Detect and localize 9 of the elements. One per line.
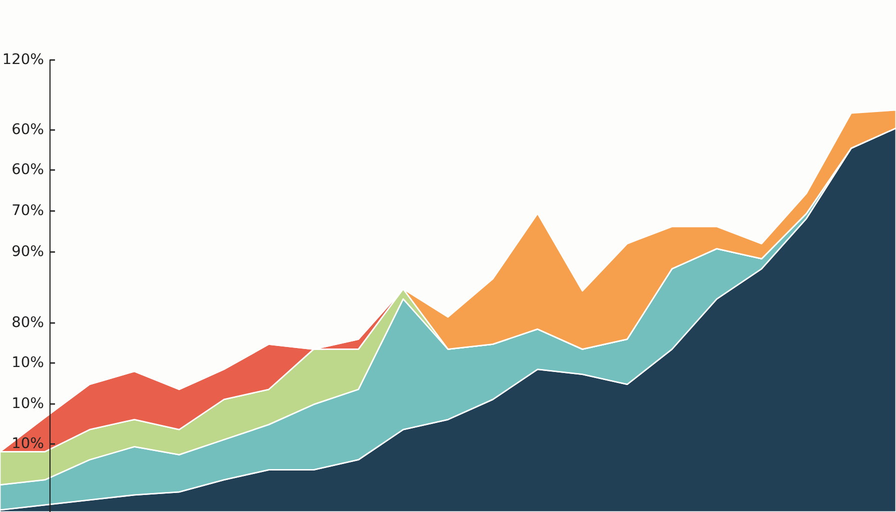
annotation: 10% [13, 397, 44, 408]
annotation: 70% [12, 204, 44, 216]
annotation: 60% [12, 163, 44, 174]
annotation: 90% [12, 245, 44, 256]
text: 120% [4, 53, 44, 64]
annotation: 80% [12, 316, 44, 328]
annotation: 10% [13, 437, 44, 448]
annotation: 60% [12, 123, 44, 134]
annotation: 10% [13, 356, 44, 368]
